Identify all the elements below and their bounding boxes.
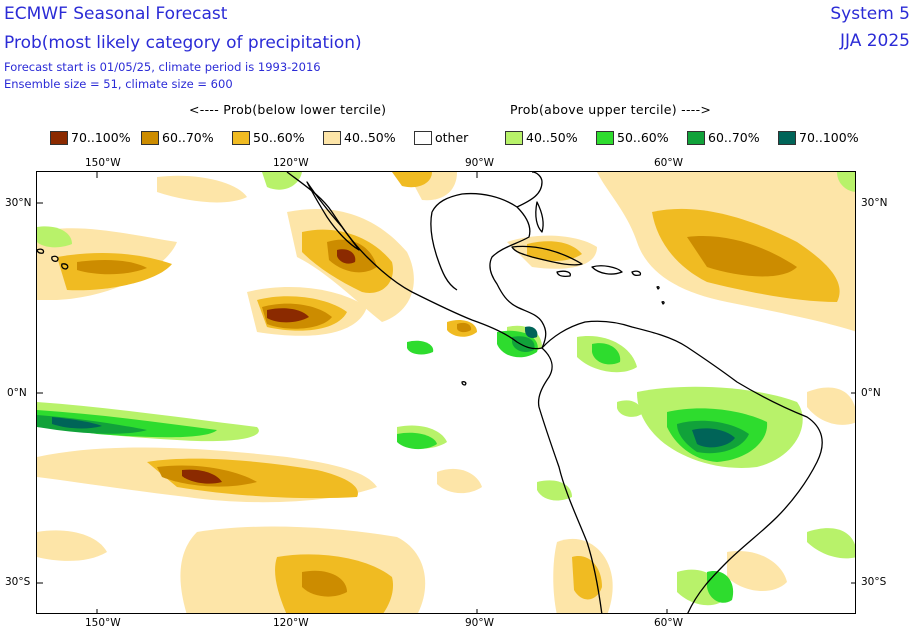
legend-swatch: [505, 131, 523, 145]
legend-label: 40..50%: [526, 130, 578, 145]
lat-label-left: 30°N: [5, 197, 32, 209]
system-label: System 5: [830, 4, 910, 24]
legend-label: 70..100%: [71, 130, 131, 145]
lon-label-bottom: 150°W: [85, 617, 121, 629]
coastlines: [37, 172, 823, 613]
lat-label-left: 0°N: [7, 387, 27, 399]
legend-swatch: [596, 131, 614, 145]
map-panel: [36, 171, 856, 614]
lat-label-right: 30°N: [861, 197, 888, 209]
lon-label-top: 60°W: [654, 157, 683, 169]
lon-label-top: 90°W: [465, 157, 494, 169]
legend-label: 50..60%: [617, 130, 669, 145]
title-line-1: ECMWF Seasonal Forecast: [4, 4, 228, 24]
legend-swatch: [141, 131, 159, 145]
lat-label-left: 30°S: [5, 576, 31, 588]
legend-label: other: [435, 130, 469, 145]
legend-label: 40..50%: [344, 130, 396, 145]
info-line-2: Ensemble size = 51, climate size = 600: [4, 77, 233, 91]
above-tercile-label: Prob(above upper tercile) ---->: [510, 102, 712, 117]
legend-label: 60..70%: [162, 130, 214, 145]
lon-label-bottom: 90°W: [465, 617, 494, 629]
lat-label-right: 0°N: [861, 387, 881, 399]
legend-swatch: [687, 131, 705, 145]
precipitation-map: [37, 172, 855, 613]
legend-swatch: [778, 131, 796, 145]
above-70-100-areas: [52, 326, 735, 448]
lat-label-right: 30°S: [861, 576, 887, 588]
legend-swatch: [414, 131, 432, 145]
legend-swatch: [323, 131, 341, 145]
title-line-2: Prob(most likely category of precipitati…: [4, 33, 362, 53]
info-line-1: Forecast start is 01/05/25, climate peri…: [4, 60, 321, 74]
lon-label-top: 120°W: [273, 157, 309, 169]
below-70-100-areas: [182, 249, 356, 484]
lon-label-top: 150°W: [85, 157, 121, 169]
legend-swatch: [50, 131, 68, 145]
season-label: JJA 2025: [839, 31, 910, 51]
below-tercile-label: <---- Prob(below lower tercile): [189, 102, 387, 117]
legend-swatch: [232, 131, 250, 145]
lon-label-bottom: 60°W: [654, 617, 683, 629]
legend-label: 70..100%: [799, 130, 859, 145]
legend-label: 60..70%: [708, 130, 760, 145]
lon-label-bottom: 120°W: [273, 617, 309, 629]
legend-label: 50..60%: [253, 130, 305, 145]
